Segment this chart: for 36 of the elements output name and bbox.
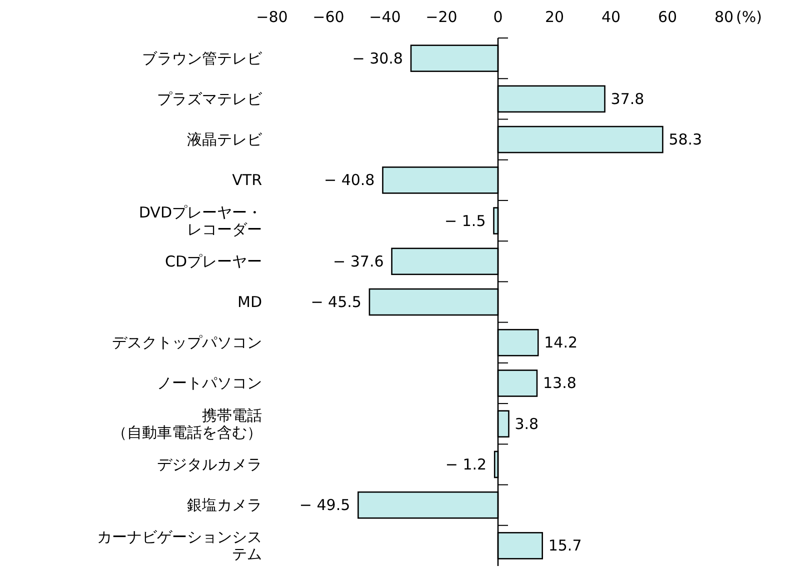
data-label: 58.3 (668, 130, 702, 149)
x-tick-label: −20 (426, 8, 458, 26)
y-tick-label: 銀塩カメラ (187, 496, 262, 514)
x-tick-label: −40 (369, 8, 401, 26)
y-tick-label: ブラウン管テレビ (142, 49, 263, 68)
data-label: 14.2 (544, 334, 578, 352)
x-tick-label: 40 (601, 8, 621, 26)
y-tick-label: CDプレーヤー (164, 252, 262, 270)
y-tick-label: デスクトップパソコン (112, 334, 262, 352)
y-tick-label: MD (238, 293, 262, 311)
data-label: 37.8 (610, 90, 644, 108)
data-label: 3.8 (514, 414, 539, 433)
x-tick-label: 20 (544, 8, 564, 26)
y-tick-label: VTR (232, 171, 262, 190)
x-tick-label: −60 (312, 8, 344, 26)
y-tick-label: DVDプレーヤー・レコーダー (138, 203, 262, 238)
y-tick-label: カーナビゲーションシステム (97, 528, 262, 564)
y-tick-label: 携帯電話（自動車電話を含む） (112, 406, 262, 442)
data-label: − 49.5 (299, 496, 350, 514)
data-label: − 40.8 (324, 171, 375, 190)
y-tick-label: 液晶テレビ (187, 130, 263, 149)
y-tick-label: プラズマテレビ (157, 90, 263, 108)
y-tick-label: デジタルカメラ (157, 455, 262, 474)
x-tick-label: −80 (256, 8, 288, 26)
data-label: − 1.2 (445, 455, 487, 474)
x-tick-label: 80 (714, 8, 734, 26)
x-axis-title: (%) (736, 8, 762, 26)
y-tick-label: ノートパソコン (157, 374, 262, 392)
data-label: 15.7 (548, 536, 582, 555)
data-label: − 1.5 (444, 212, 486, 230)
x-tick-label: 0 (493, 8, 503, 26)
data-label: − 37.6 (333, 252, 384, 270)
x-tick-label: 60 (658, 8, 678, 26)
data-label: − 45.5 (310, 293, 362, 311)
data-label: − 30.8 (352, 49, 403, 68)
data-label: 13.8 (542, 374, 576, 392)
